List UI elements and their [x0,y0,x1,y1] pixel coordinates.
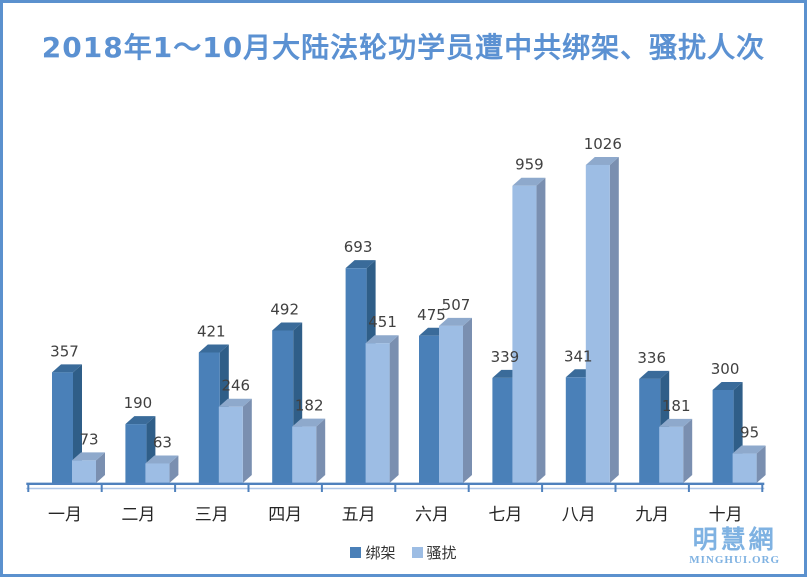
bar-s2-cat3 [218,406,243,483]
bar-s2-cat8 [585,164,610,483]
value-label-s1-cat8: 341 [564,347,593,365]
value-label-s1-cat5: 693 [344,238,373,256]
bar-top-s2-cat8 [585,156,619,165]
value-label-s2-cat9: 181 [662,397,691,415]
legend-swatch-harassment [411,547,423,558]
value-label-s2-cat3: 246 [221,377,250,395]
value-label-s1-cat1: 357 [50,342,79,360]
value-label-s1-cat7: 339 [491,348,520,366]
value-label-s1-cat3: 421 [197,322,226,340]
x-axis-label-cat9: 九月 [635,505,669,525]
x-axis-label-cat2: 二月 [121,505,155,525]
bar-s2-cat7 [512,185,537,483]
x-axis-label-cat7: 七月 [488,505,522,525]
value-label-s1-cat6: 475 [417,306,446,324]
bar-s1-cat3 [198,352,220,483]
bar-s1-cat8 [565,377,587,483]
legend-label-harassment: 骚扰 [426,544,457,562]
x-axis-label-cat10: 十月 [709,505,743,525]
bar-side-s2-cat1 [96,452,105,483]
bar-top-s2-cat10 [732,445,766,454]
value-label-s2-cat5: 451 [368,313,397,331]
minghui-logo-domain: MINGHUI.ORG [689,554,780,566]
bar-s1-cat4 [272,330,294,483]
bar-top-s2-cat5 [365,335,399,344]
bar-side-s2-cat10 [756,445,766,483]
bar-side-s2-cat7 [536,177,546,483]
minghui-logo-chinese: 明慧網 [692,525,777,554]
bar-side-s2-cat4 [316,418,326,483]
bar-top-s2-cat7 [512,177,546,186]
bar-top-s2-cat9 [659,418,693,427]
bar-side-s2-cat3 [242,398,252,483]
bar-top-s2-cat2 [145,455,179,464]
value-label-s2-cat2: 63 [153,433,172,451]
legend-item-kidnapping: 绑架 [350,542,396,563]
x-axis-label-cat5: 五月 [342,505,376,525]
bar-top-s1-cat3 [198,344,229,353]
value-label-s2-cat6: 507 [442,296,471,314]
legend-item-harassment: 骚扰 [411,542,457,563]
bar-side-s2-cat2 [169,455,179,483]
bar-top-s1-cat4 [272,322,303,331]
bar-s2-cat4 [292,426,317,483]
bar-s1-cat1 [52,372,73,483]
bar-top-s2-cat3 [218,398,252,407]
bar-s1-cat5 [345,268,367,483]
value-label-s1-cat2: 190 [124,394,153,412]
bar-s2-cat5 [365,343,390,483]
bar-s1-cat10 [712,390,734,483]
bar-side-s2-cat6 [463,317,472,483]
value-label-s1-cat10: 300 [711,360,740,378]
bar-s1-cat6 [419,335,440,483]
bar-chart-plot-area: 357 73 一月 190 63 二月 421 246 三月 492 182 四月 693 451 五月 47… [26,135,766,525]
value-label-s2-cat7: 959 [515,156,544,174]
bar-side-s2-cat9 [683,418,693,483]
bar-top-s2-cat1 [72,452,105,461]
value-label-s2-cat1: 73 [79,430,98,448]
bar-side-s2-cat8 [609,156,619,483]
bar-top-s1-cat1 [52,364,82,373]
bar-s2-cat1 [72,460,96,483]
value-label-s2-cat8: 1026 [584,135,622,153]
x-axis-label-cat3: 三月 [195,505,229,525]
legend-label-kidnapping: 绑架 [365,544,396,562]
bar-top-s1-cat9 [639,370,670,379]
bar-s2-cat9 [659,426,684,483]
x-axis-label-cat6: 六月 [415,505,449,525]
bar-s2-cat2 [145,463,170,483]
x-axis-label-cat8: 八月 [562,505,596,525]
bar-s2-cat10 [732,453,757,483]
value-label-s1-cat9: 336 [637,349,666,367]
bar-top-s2-cat4 [292,418,326,427]
value-label-s2-cat10: 95 [740,424,759,442]
bar-s2-cat6 [439,325,463,483]
x-axis-label-cat4: 四月 [268,505,302,525]
value-label-s1-cat4: 492 [270,300,299,318]
chart-title: 2018年1～10月大陆法轮功学员遭中共绑架、骚扰人次 [41,31,766,64]
bar-s1-cat9 [639,378,661,483]
value-label-s2-cat4: 182 [295,397,324,415]
x-axis-label-cat1: 一月 [48,505,82,525]
bar-side-s2-cat5 [389,335,399,483]
bar-top-s1-cat2 [125,416,156,425]
bar-top-s2-cat6 [439,317,472,326]
bar-top-s1-cat5 [345,260,376,269]
bar-top-s1-cat10 [712,382,743,390]
legend: 绑架 骚扰 [3,542,804,563]
bar-s1-cat7 [492,377,514,483]
minghui-logo: 明慧網 MINGHUI.ORG [689,527,780,566]
bar-s1-cat2 [125,424,147,483]
bar-side-s1-cat1 [73,364,82,483]
legend-swatch-kidnapping [350,547,362,558]
